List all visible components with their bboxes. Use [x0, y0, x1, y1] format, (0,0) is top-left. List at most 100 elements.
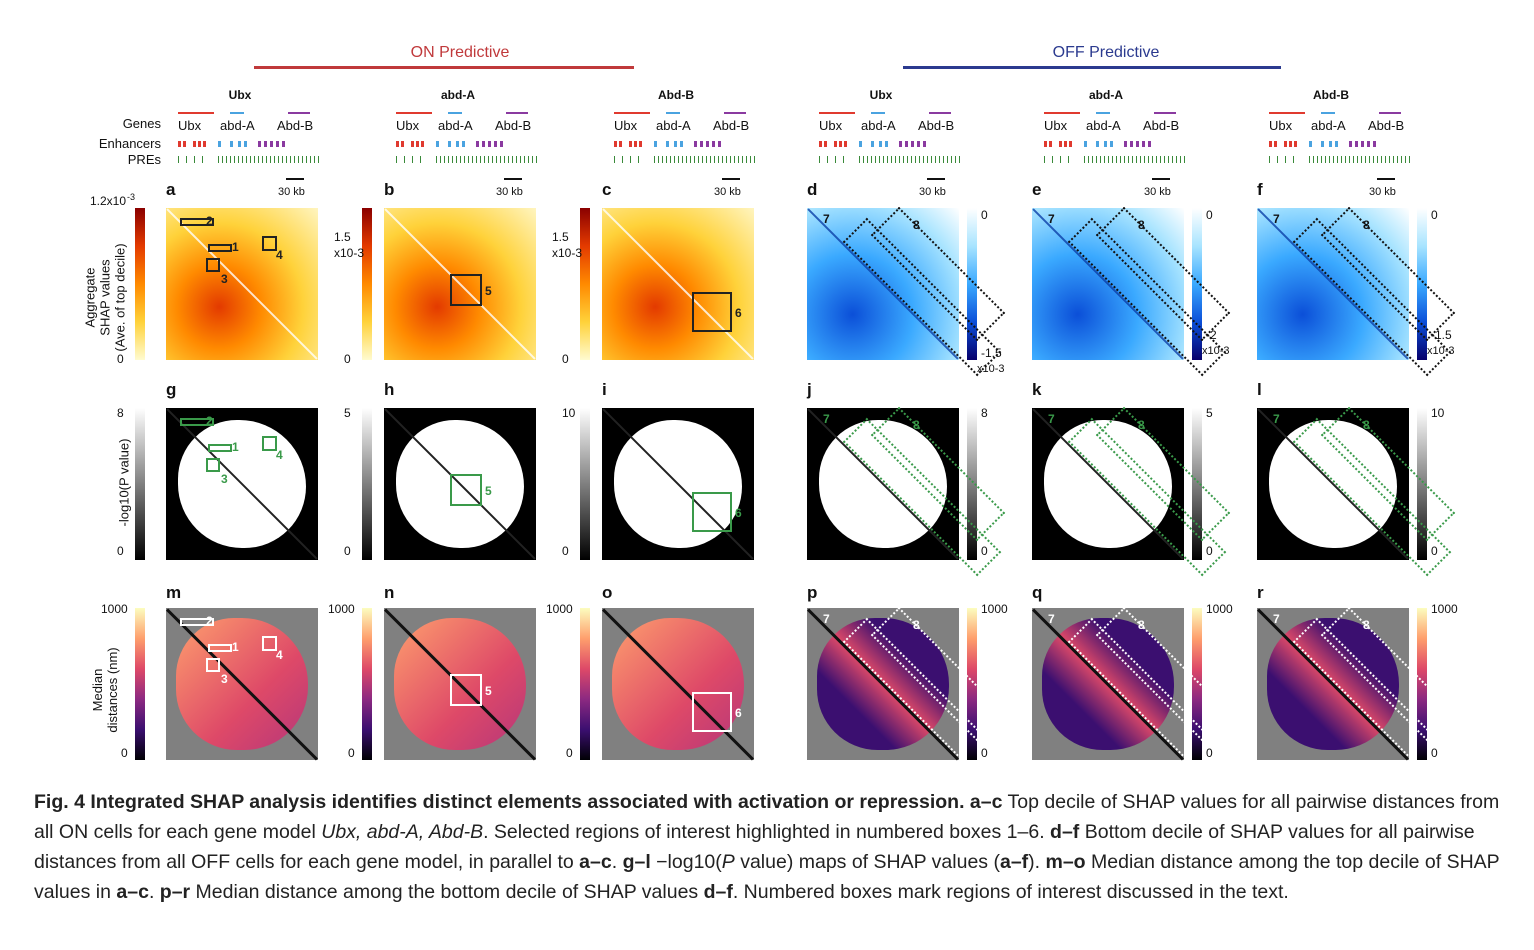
- colorbar-max-tick: 8: [981, 406, 988, 420]
- enhancer-mark: [1064, 141, 1067, 147]
- colorbar-max-tick: 1.5: [552, 230, 569, 244]
- pre-mark: [1325, 156, 1326, 163]
- enhancer-mark: [1361, 141, 1364, 147]
- pre-mark: [827, 156, 828, 163]
- roi-number: 7: [1273, 612, 1280, 626]
- pre-mark: [1373, 156, 1374, 163]
- enhancer-mark: [885, 141, 888, 147]
- gene-arrow-icon: [1154, 112, 1176, 114]
- pre-mark: [1160, 156, 1161, 163]
- roi-box-4: [262, 236, 277, 251]
- pre-mark: [1309, 156, 1310, 163]
- pre-mark: [1317, 156, 1318, 163]
- pre-mark: [614, 156, 615, 163]
- roi-box-6: [692, 492, 732, 532]
- distance-axis-label: Median distances (nm): [90, 647, 120, 733]
- pre-mark: [254, 156, 255, 163]
- colorbar-exp-tick: -3: [127, 192, 136, 202]
- pre-mark: [714, 156, 715, 163]
- gene-arrow-icon: [929, 112, 951, 114]
- roi-number: 6: [735, 306, 742, 320]
- shap-colorbar: [1417, 208, 1427, 360]
- enhancer-mark: [244, 141, 247, 147]
- panel-label: c: [602, 180, 612, 199]
- enhancer-mark: [834, 141, 837, 147]
- enhancer-mark: [1124, 141, 1127, 147]
- pre-mark: [460, 156, 461, 163]
- gene-name-label: abd-A: [656, 118, 691, 133]
- enhancer-mark: [629, 141, 632, 147]
- pre-mark: [202, 156, 203, 163]
- enhancer-mark: [859, 141, 862, 147]
- pre-mark: [622, 156, 623, 163]
- enhancer-mark: [871, 141, 874, 147]
- pre-mark: [1285, 156, 1286, 163]
- roi-number: 2: [206, 614, 213, 628]
- pre-mark: [947, 156, 948, 163]
- enhancer-mark: [844, 141, 847, 147]
- roi-box-3: [206, 258, 220, 272]
- pre-mark: [404, 156, 405, 163]
- distance-colorbar: [135, 608, 145, 760]
- pre-mark: [1401, 156, 1402, 163]
- colorbar-max-tick: 1.2x10: [90, 194, 127, 208]
- pre-mark: [444, 156, 445, 163]
- colorbar-min-tick: 0: [981, 544, 988, 558]
- enhancer-mark: [276, 141, 279, 147]
- enhancer-mark: [905, 141, 908, 147]
- roi-box-4: [262, 636, 277, 651]
- scale-bar-label: 30 kb: [714, 186, 741, 198]
- pre-mark: [754, 156, 755, 163]
- colorbar-max-tick: 1000: [1206, 602, 1233, 616]
- enhancer-mark: [1289, 141, 1292, 147]
- distance-colorbar: [967, 608, 977, 760]
- pre-mark: [1144, 156, 1145, 163]
- scale-bar: [927, 178, 945, 180]
- gene-arrow-icon: [448, 112, 462, 114]
- pvalue-colorbar: [362, 408, 372, 560]
- gene-name-label: abd-A: [220, 118, 255, 133]
- pre-mark: [1321, 156, 1322, 163]
- panel-label: n: [384, 583, 395, 602]
- roi-number: 7: [823, 412, 830, 426]
- pre-mark: [1164, 156, 1165, 163]
- enhancer-mark: [706, 141, 709, 147]
- colorbar-min-tick: 0: [562, 352, 569, 366]
- pre-mark: [230, 156, 231, 163]
- pre-mark: [1381, 156, 1382, 163]
- gene-name-label: Ubx: [1269, 118, 1293, 133]
- enhancer-mark: [178, 141, 181, 147]
- pre-mark: [1349, 156, 1350, 163]
- scale-bar: [1152, 178, 1170, 180]
- colorbar-min-tick: 0: [348, 746, 355, 760]
- panel-label: m: [166, 583, 182, 602]
- enhancer-mark: [238, 141, 241, 147]
- caption-text: . Numbered boxes mark regions of interes…: [732, 881, 1289, 903]
- enhancer-mark: [421, 141, 424, 147]
- gene-name-label: Abd-B: [1368, 118, 1405, 133]
- roi-box-4: [262, 436, 277, 451]
- roi-number: 7: [1048, 412, 1055, 426]
- pre-mark: [863, 156, 864, 163]
- enhancer-mark: [1059, 141, 1062, 147]
- caption-ref: a–c: [579, 851, 612, 873]
- pvalue-colorbar: [1417, 408, 1427, 560]
- colorbar-max-tick: 8: [117, 406, 124, 420]
- enhancer-mark: [674, 141, 677, 147]
- roi-number: 2: [206, 414, 213, 428]
- roi-number: 4: [276, 648, 283, 662]
- pre-mark: [318, 156, 319, 163]
- pvalue-colorbar: [580, 408, 590, 560]
- enhancer-mark: [1104, 141, 1107, 147]
- roi-box-3: [206, 658, 220, 672]
- pre-mark: [875, 156, 876, 163]
- pre-mark: [1100, 156, 1101, 163]
- pre-mark: [1313, 156, 1314, 163]
- pre-mark: [698, 156, 699, 163]
- roi-number: 5: [485, 284, 492, 298]
- pre-mark: [911, 156, 912, 163]
- roi-box-3: [206, 458, 220, 472]
- roi-number: 8: [1363, 218, 1370, 232]
- pre-mark: [871, 156, 872, 163]
- pre-mark: [524, 156, 525, 163]
